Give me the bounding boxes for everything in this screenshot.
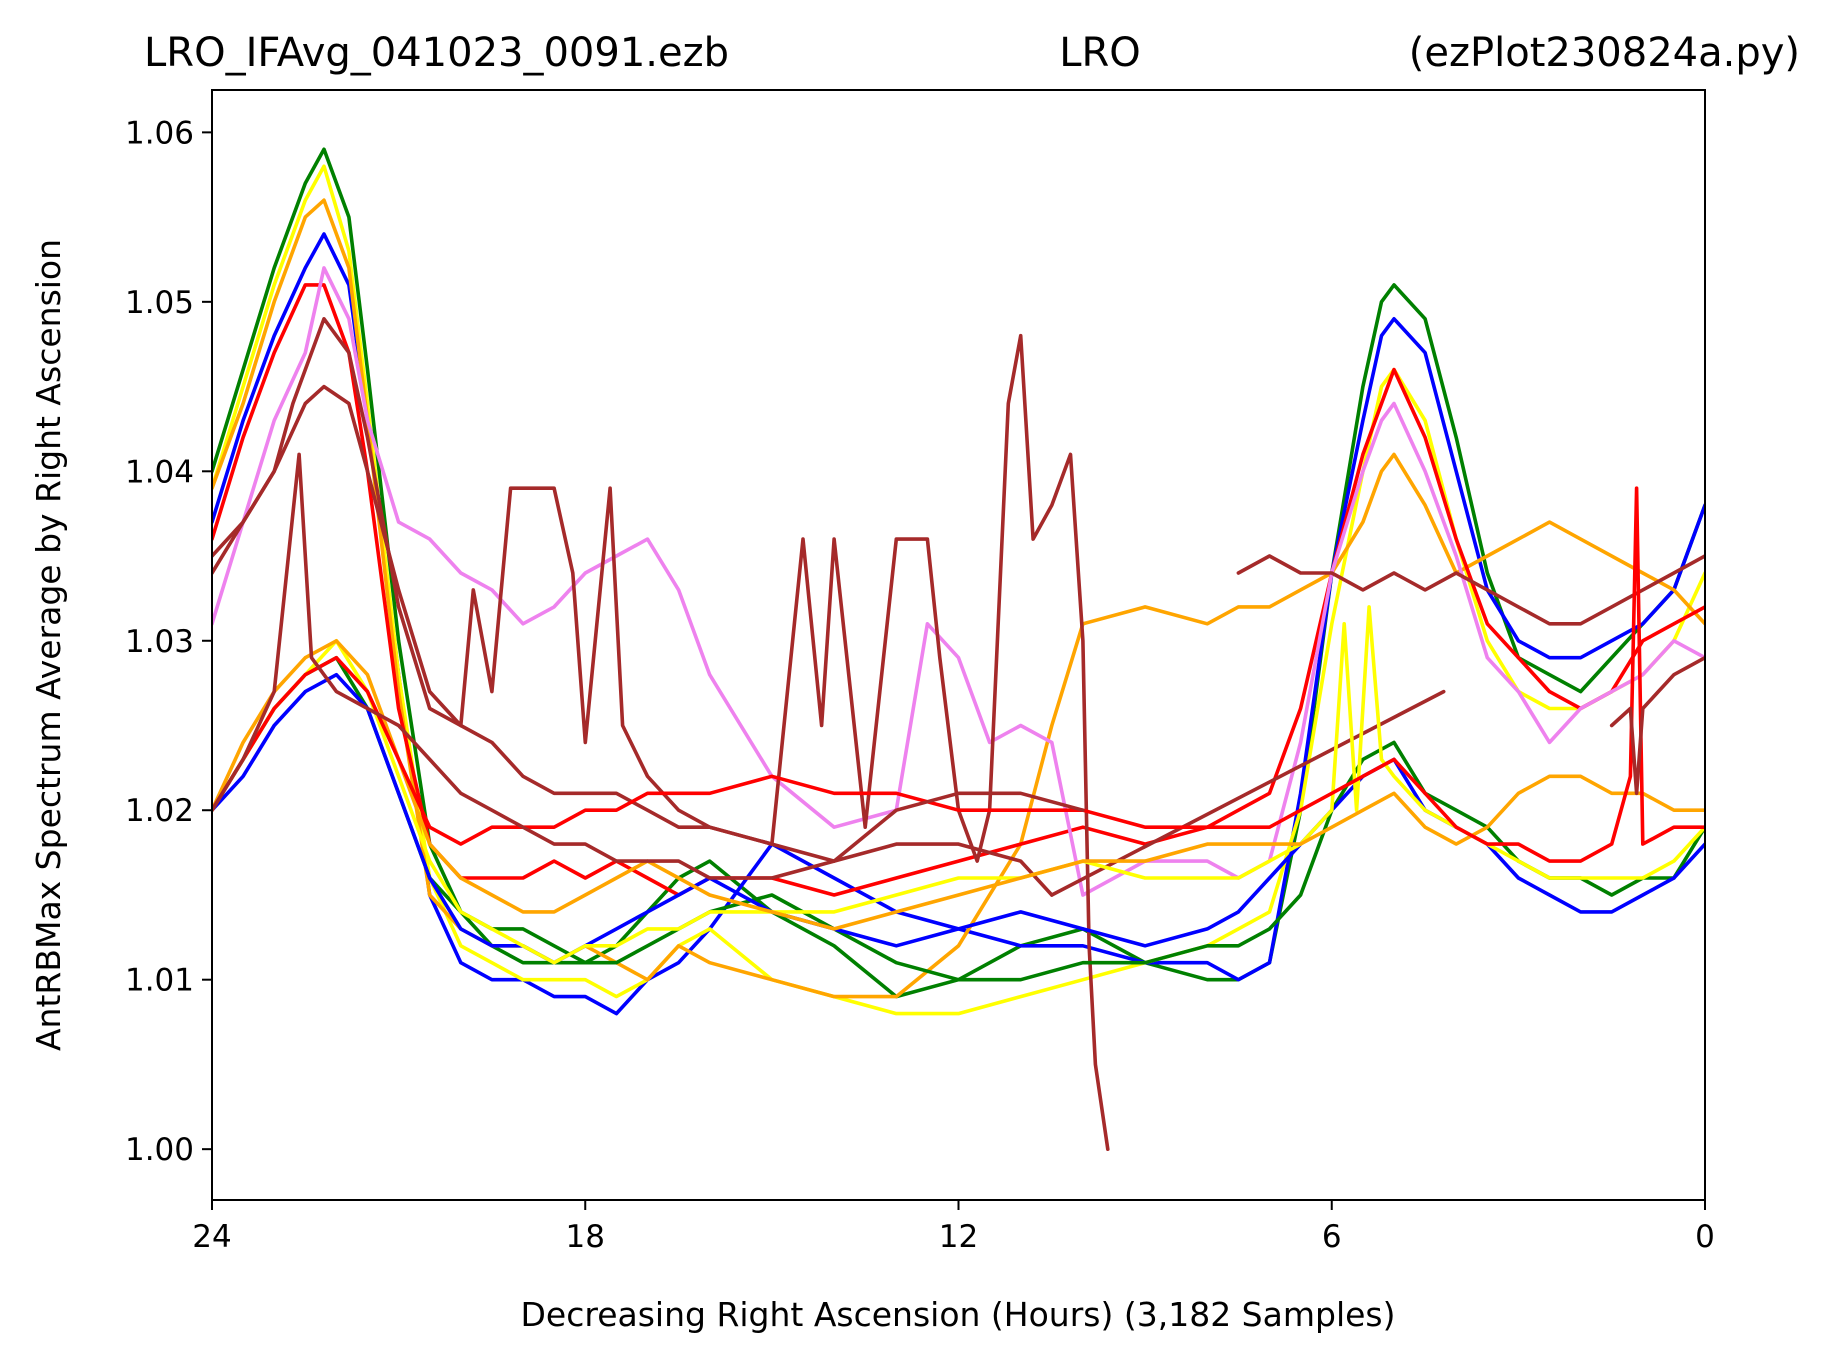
series-line-7: [212, 316, 1110, 1151]
series-line-5: [212, 283, 1705, 897]
x-tick-label: 18: [566, 1219, 605, 1255]
x-tick-label: 0: [1695, 1219, 1715, 1255]
chart-title-left: LRO_IFAvg_041023_0091.ezb: [144, 30, 729, 76]
x-axis: 24 18 12 6 0: [192, 1200, 1715, 1255]
x-axis-label: Decreasing Right Ascension (Hours) (3,18…: [521, 1295, 1396, 1334]
series-line-14: [212, 638, 1705, 931]
series-line-10: [1236, 554, 1705, 626]
y-tick-label: 1.00: [125, 1132, 194, 1168]
series-line-1: [212, 147, 1705, 999]
series-line-15: [212, 486, 1705, 863]
y-tick-label: 1.02: [125, 793, 194, 829]
y-axis: 1.00 1.01 1.02 1.03 1.04 1.05 1.06: [125, 115, 212, 1168]
series-line-16: [212, 452, 1085, 880]
x-tick-label: 24: [192, 1219, 231, 1255]
y-tick-label: 1.01: [125, 963, 194, 999]
y-tick-label: 1.04: [125, 454, 194, 490]
y-tick-label: 1.05: [125, 285, 194, 321]
series-line-17: [1609, 655, 1705, 796]
series-line-6: [212, 266, 1705, 897]
chart-title-right: (ezPlot230824a.py): [1409, 30, 1800, 76]
y-tick-label: 1.06: [125, 115, 194, 151]
series-layer: [212, 147, 1705, 1151]
y-axis-label: AntRBMax Spectrum Average by Right Ascen…: [29, 239, 68, 1051]
chart-title-center: LRO: [1059, 30, 1141, 76]
x-tick-label: 6: [1322, 1219, 1342, 1255]
x-tick-label: 12: [939, 1219, 978, 1255]
y-tick-label: 1.03: [125, 624, 194, 660]
series-line-12: [212, 672, 1705, 965]
series-line-8: [212, 384, 1054, 897]
